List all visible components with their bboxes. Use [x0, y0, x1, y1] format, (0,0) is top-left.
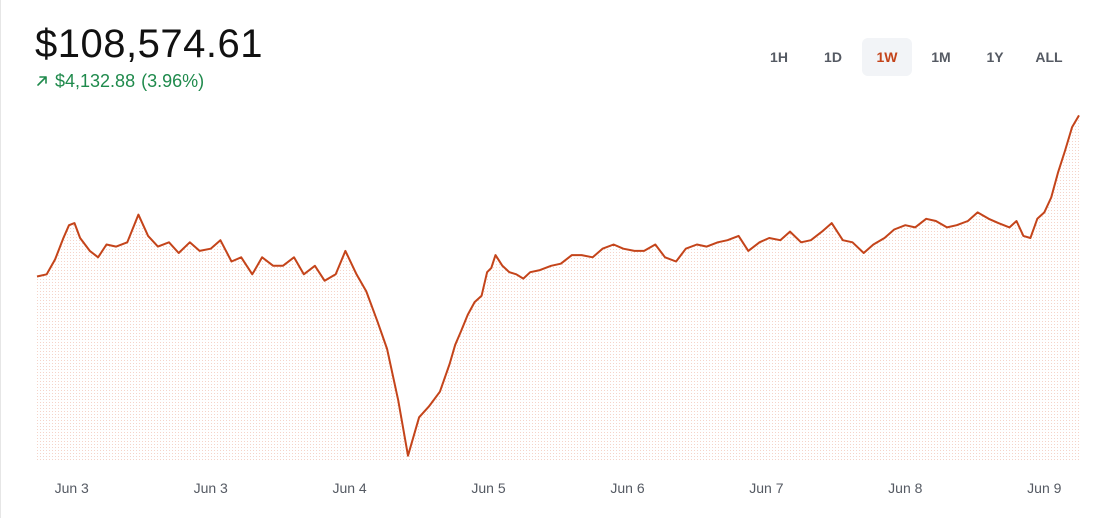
- price-change: $4,132.88 (3.96%): [35, 69, 204, 93]
- range-tab-1d[interactable]: 1D: [824, 49, 842, 65]
- current-price: $108,574.61: [35, 22, 263, 66]
- range-tabs: 1H 1D 1W 1M 1Y ALL: [754, 38, 1074, 76]
- change-percent: (3.96%): [141, 71, 205, 91]
- range-tab-all[interactable]: ALL: [1035, 49, 1063, 65]
- x-tick-label: Jun 5: [471, 480, 505, 496]
- x-tick-label: Jun 6: [610, 480, 644, 496]
- price-line: [36, 114, 1080, 457]
- x-tick-label: Jun 9: [1027, 480, 1061, 496]
- range-tab-1m[interactable]: 1M: [931, 49, 951, 65]
- x-tick-label: Jun 7: [749, 480, 783, 496]
- x-axis-ticks: Jun 3 Jun 3 Jun 4 Jun 5 Jun 6 Jun 7 Jun 8 Jun 9: [55, 480, 1062, 496]
- x-tick-label: Jun 3: [194, 480, 228, 496]
- price-area-fill: [37, 115, 1079, 461]
- up-right-arrow-icon: [37, 76, 47, 86]
- range-tab-1y[interactable]: 1Y: [986, 49, 1004, 65]
- x-tick-label: Jun 4: [332, 480, 366, 496]
- x-tick-label: Jun 3: [55, 480, 89, 496]
- change-amount: $4,132.88: [55, 71, 136, 91]
- x-tick-label: Jun 8: [888, 480, 922, 496]
- range-tab-1h[interactable]: 1H: [770, 49, 788, 65]
- range-tab-1w[interactable]: 1W: [862, 38, 912, 76]
